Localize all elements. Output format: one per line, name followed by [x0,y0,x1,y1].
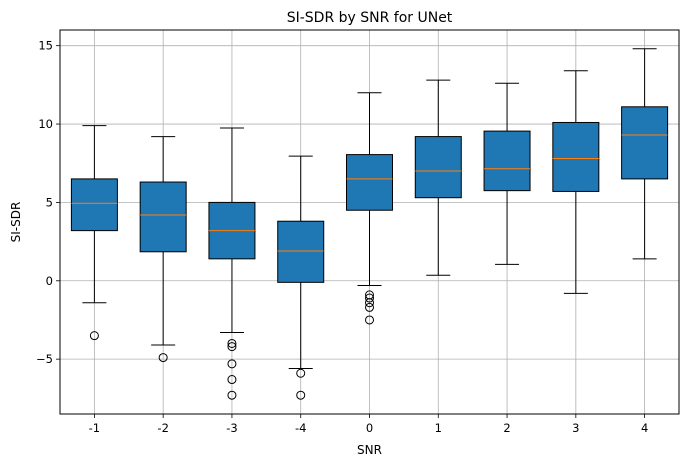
box-group-0 [346,92,393,325]
x-tick-label: -2 [157,421,168,435]
box-layer [70,48,669,400]
outlier-point [365,302,374,312]
x-tick-label: 1 [435,421,442,435]
y-tick-label: 5 [46,195,53,209]
iqr-box [346,154,393,211]
x-tick-label: 4 [641,421,648,435]
iqr-box [70,178,118,232]
box-group--4 [277,155,325,400]
box-group--2 [139,136,187,363]
outlier-point [296,368,306,378]
box-group-2 [483,82,531,265]
y-tick-label: 0 [46,274,53,288]
iqr-box [414,136,462,199]
outlier-point [227,359,237,369]
y-tick-label: 15 [38,39,53,53]
outlier-point [89,331,99,341]
box-group-4 [621,48,669,260]
iqr-box [483,130,531,192]
outlier-point [365,298,374,308]
iqr-box [621,106,669,180]
chart-title: SI-SDR by SNR for UNet [287,10,453,26]
x-tick-label: 2 [503,421,510,435]
x-axis-label: SNR [357,443,382,457]
y-tick-label: 10 [38,117,53,131]
outlier-point [227,342,237,352]
x-tick-label: 0 [366,421,373,435]
outlier-point [365,293,374,303]
iqr-box [139,181,187,253]
box-group-3 [552,70,600,294]
box-group-1 [414,79,462,276]
outlier-point [227,338,237,348]
tick-layer: -1 -2 -3 -4 0 1 2 3 4 −5 0 5 10 15 [36,39,648,435]
x-tick-label: -1 [89,421,100,435]
box-group--3 [208,127,256,400]
outlier-point [158,353,168,363]
iqr-box [277,220,325,283]
box-group--1 [70,125,118,341]
x-tick-label: -3 [226,421,237,435]
iqr-box [552,121,600,192]
outlier-point [365,315,374,325]
y-axis-label: SI-SDR [9,202,23,243]
outlier-point [227,375,237,385]
outlier-point [227,390,237,400]
outlier-point [296,390,306,400]
x-tick-label: 3 [572,421,579,435]
x-tick-label: -4 [295,421,306,435]
y-tick-label: −5 [36,352,53,366]
